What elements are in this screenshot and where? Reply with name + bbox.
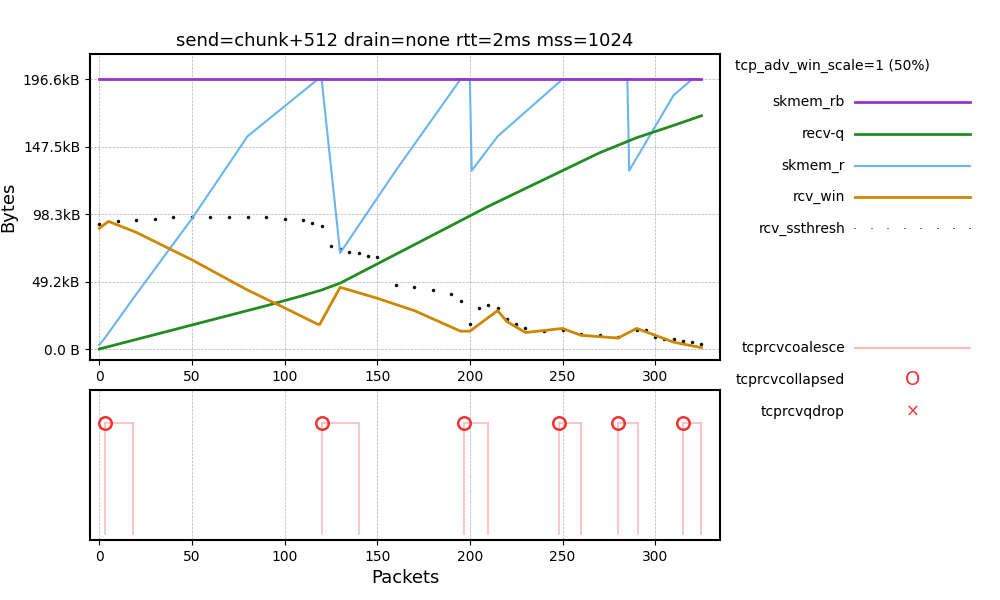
Text: rcv_win: rcv_win [793, 190, 845, 205]
Text: ·: · [952, 223, 956, 236]
Text: ·: · [935, 223, 939, 236]
Text: tcp_adv_win_scale=1 (50%): tcp_adv_win_scale=1 (50%) [735, 59, 930, 73]
Text: O: O [905, 370, 920, 389]
Text: ·: · [968, 223, 972, 236]
Text: ·: · [886, 223, 890, 236]
Text: tcprcvcoalesce: tcprcvcoalesce [741, 341, 845, 355]
Text: ·: · [853, 223, 857, 236]
Text: tcprcvcollapsed: tcprcvcollapsed [736, 373, 845, 387]
Text: ×: × [906, 403, 919, 421]
Text: rcv_ssthresh: rcv_ssthresh [758, 222, 845, 236]
Text: tcprcvqdrop: tcprcvqdrop [761, 404, 845, 419]
Y-axis label: Bytes: Bytes [0, 182, 17, 232]
Text: skmem_r: skmem_r [782, 158, 845, 173]
Title: send=chunk+512 drain=none rtt=2ms mss=1024: send=chunk+512 drain=none rtt=2ms mss=10… [176, 32, 634, 50]
Text: ·: · [902, 223, 906, 236]
Text: recv-q: recv-q [802, 127, 845, 141]
Text: ·: · [869, 223, 873, 236]
Text: ·: · [919, 223, 923, 236]
X-axis label: Packets: Packets [371, 569, 439, 587]
Text: skmem_rb: skmem_rb [773, 95, 845, 109]
